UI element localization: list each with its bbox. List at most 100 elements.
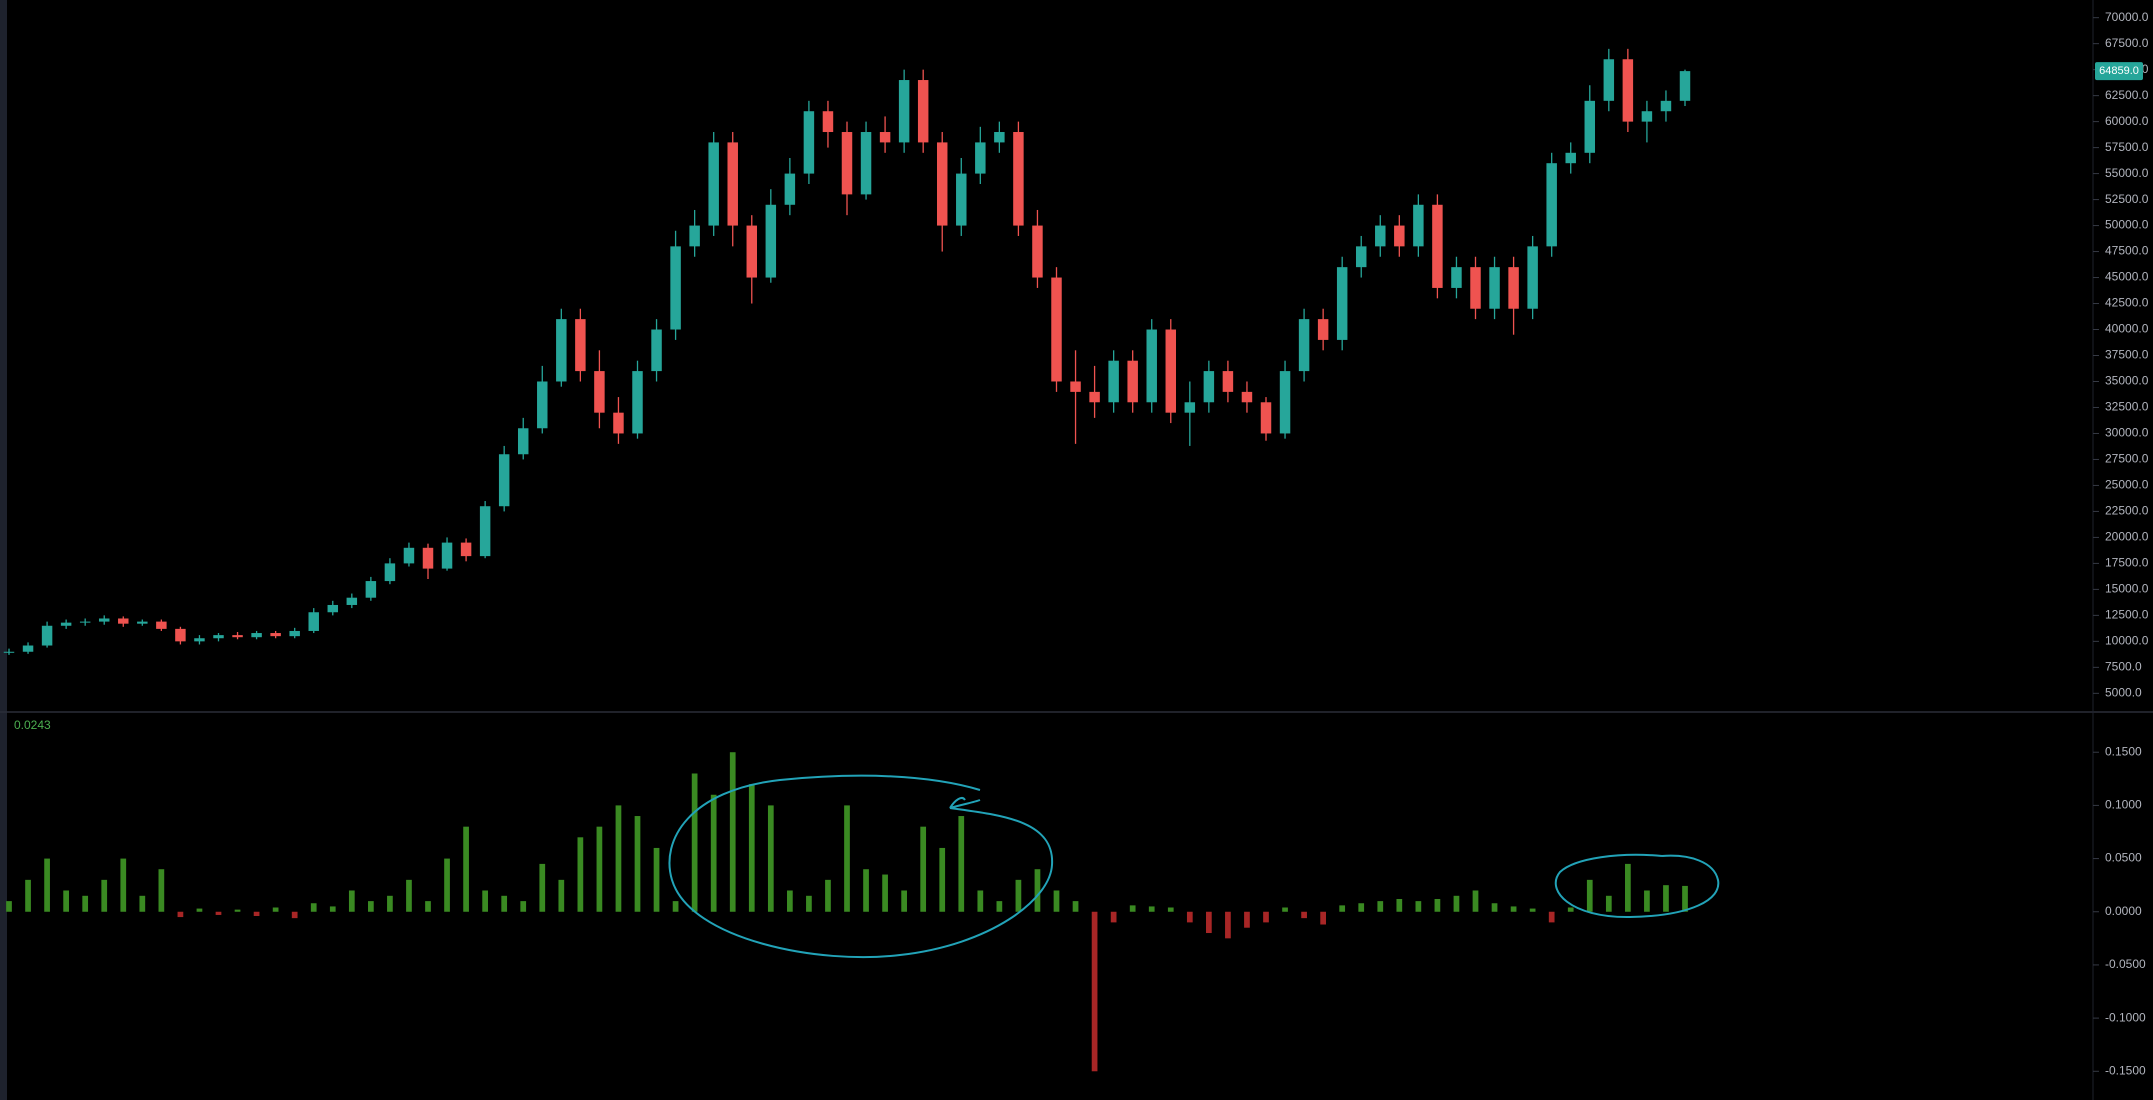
y-tick-label: 15000.0 <box>2105 582 2149 596</box>
candle-body <box>708 142 719 226</box>
histogram-bar <box>1510 906 1517 912</box>
histogram-bar <box>482 890 488 912</box>
histogram-bar <box>767 805 774 912</box>
candle-body <box>1603 59 1615 101</box>
candle-body <box>575 319 586 372</box>
histogram-bar <box>1263 911 1269 923</box>
histogram-bar <box>425 901 431 912</box>
histogram-bar <box>996 901 1003 912</box>
candle-body <box>936 142 948 226</box>
histogram-bar <box>215 911 222 915</box>
histogram-bar <box>1415 901 1422 912</box>
histogram-bar <box>634 816 641 912</box>
candle-body <box>994 132 1005 143</box>
histogram-bar <box>615 805 622 912</box>
histogram-bar <box>729 752 736 912</box>
candle-body <box>784 173 796 205</box>
histogram-bar <box>310 903 317 912</box>
candle-body <box>917 80 929 143</box>
candle-body <box>232 635 243 638</box>
histogram-bar <box>1015 879 1022 912</box>
candle-body <box>460 542 472 557</box>
y-tick-label: 60000.0 <box>2105 114 2149 128</box>
histogram-bar <box>577 837 584 912</box>
candle-body <box>1336 267 1348 340</box>
candle-body <box>822 111 834 133</box>
histogram-bar <box>196 908 203 912</box>
histogram-bar <box>177 911 184 918</box>
y-tick-label: 25000.0 <box>2105 478 2149 492</box>
histogram-bar <box>1225 911 1231 939</box>
y-tick-label: 30000.0 <box>2105 426 2149 440</box>
last-price-label: 64859.0 <box>2099 65 2139 77</box>
candle-body <box>308 612 319 631</box>
histogram-bar <box>25 879 31 912</box>
y-tick-label: 5000.0 <box>2105 686 2142 700</box>
y-tick-label: 67500.0 <box>2105 36 2149 50</box>
histogram-bar <box>863 869 869 912</box>
histogram-bar <box>1339 905 1346 912</box>
candle-body <box>1527 246 1538 309</box>
candle-body <box>1679 71 1691 101</box>
y-tick-label: 17500.0 <box>2105 556 2149 570</box>
y-tick-label: 62500.0 <box>2105 88 2149 102</box>
y-tick-label: 22500.0 <box>2105 504 2149 518</box>
candle-body <box>727 142 738 226</box>
candle-body <box>1660 100 1672 112</box>
histogram-bar <box>1148 906 1155 912</box>
histogram-bar <box>234 909 241 912</box>
candle-body <box>41 625 53 646</box>
candle-body <box>1584 100 1596 153</box>
histogram-bar <box>329 906 336 912</box>
histogram-bar <box>406 879 412 912</box>
y-tick-label: 57500.0 <box>2105 140 2149 154</box>
candle-body <box>1051 277 1062 382</box>
histogram-bar <box>596 826 603 912</box>
candle-body <box>1241 391 1253 403</box>
candle-body <box>79 621 91 623</box>
candle-body <box>1298 319 1310 372</box>
candle-body <box>60 622 72 626</box>
histogram-bar <box>844 805 850 912</box>
histogram-bar <box>1396 898 1403 912</box>
histogram-bar <box>748 784 755 912</box>
histogram-bar <box>158 869 165 912</box>
y-tick-label: 35000.0 <box>2105 374 2149 388</box>
histogram-bar <box>1244 911 1250 928</box>
candle-body <box>1413 204 1424 247</box>
candle-body <box>384 563 396 582</box>
histogram-bar <box>1358 903 1365 912</box>
histogram-bar <box>1034 869 1041 912</box>
candle-body <box>1317 319 1329 340</box>
candle-body <box>1165 329 1177 413</box>
histogram-bar <box>520 901 527 912</box>
histogram-bar <box>825 879 831 912</box>
histogram-bar <box>1053 890 1060 912</box>
histogram-bar <box>1586 879 1593 912</box>
candle-body <box>689 225 700 247</box>
candle-body <box>1070 381 1081 392</box>
candle-body <box>1622 59 1634 122</box>
candle-body <box>803 111 815 174</box>
candle-body <box>365 581 377 598</box>
histogram-bar <box>1453 895 1460 912</box>
y-tick-label: 0.1000 <box>2105 798 2142 812</box>
histogram-bar <box>501 895 508 912</box>
histogram-bar <box>1625 863 1631 912</box>
histogram-bar <box>291 911 298 919</box>
y-tick-label: 47500.0 <box>2105 244 2149 258</box>
y-tick-label: -0.1500 <box>2105 1063 2146 1077</box>
y-tick-label: 10000.0 <box>2105 634 2149 648</box>
candle-body <box>213 635 224 639</box>
histogram-bar <box>920 826 927 912</box>
histogram-bar <box>82 895 89 912</box>
candle-body <box>1279 371 1291 434</box>
histogram-bar <box>1072 901 1079 912</box>
histogram-bar <box>710 794 717 912</box>
histogram-bar <box>1282 907 1288 912</box>
candle-body <box>3 651 15 653</box>
y-tick-label: 52500.0 <box>2105 192 2149 206</box>
last-price-badge <box>2095 62 2143 81</box>
plot: 5000.0 7500.0 10000.0 12500.0 15000.0 17500.0… <box>3 10 2149 1077</box>
